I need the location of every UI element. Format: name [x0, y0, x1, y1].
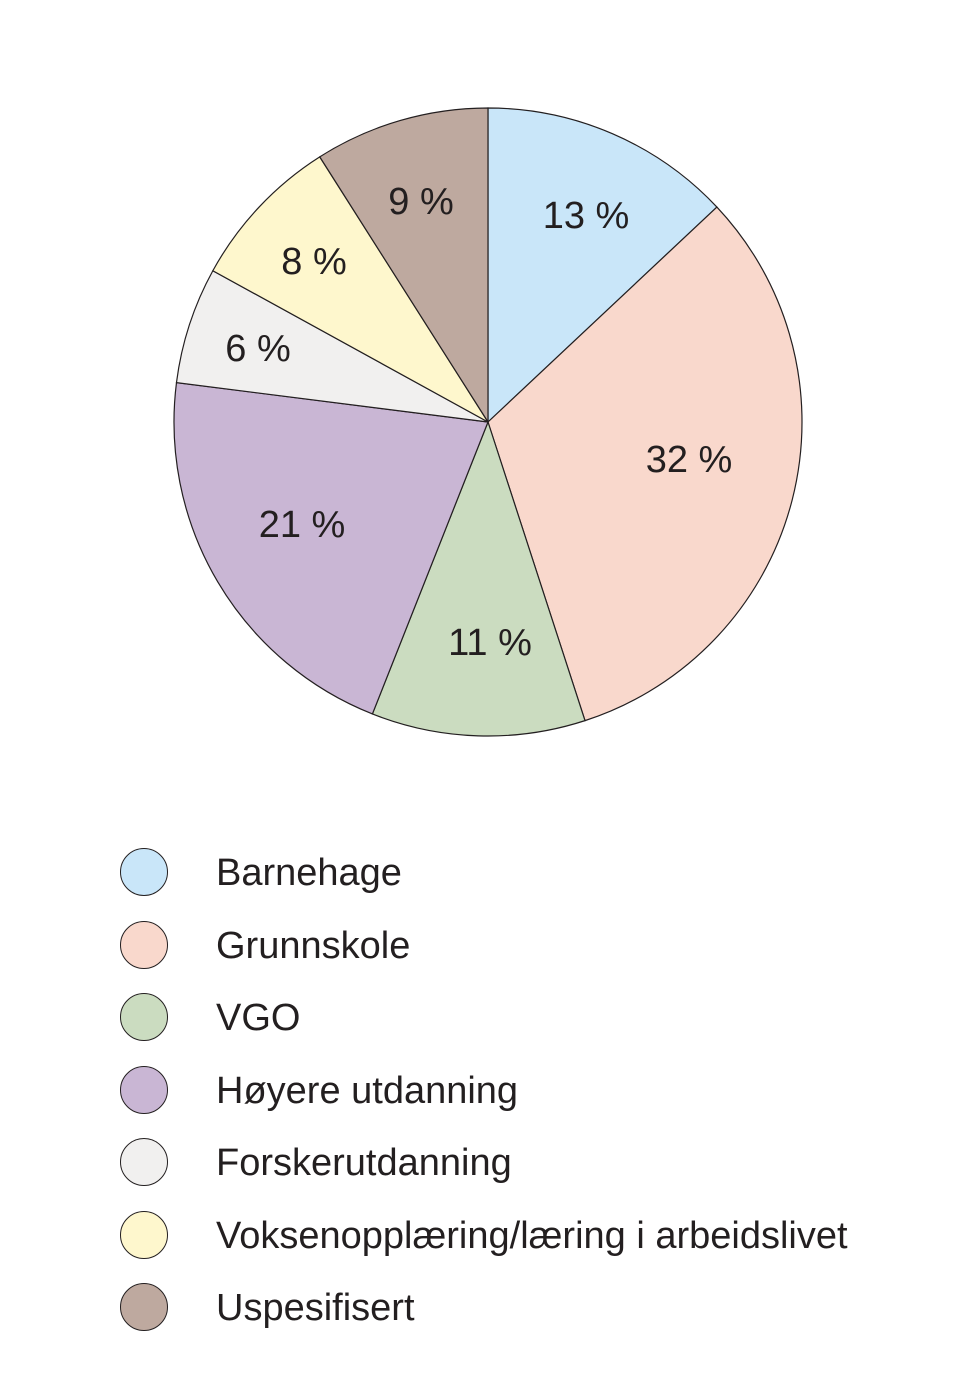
slice-value-label: 21 %: [259, 504, 346, 546]
legend-swatch: [120, 920, 168, 969]
pie-chart: 13 % 32 % 11 % 21 % 6 % 8 % 9 %: [173, 107, 803, 737]
legend-label: VGO: [216, 997, 301, 1039]
slice-value-label: 32 %: [646, 439, 733, 481]
legend-label: Grunnskole: [216, 924, 411, 967]
pie-slice: [487, 206, 803, 722]
pie-slice: [487, 107, 718, 424]
pie-slice: [318, 107, 489, 425]
legend-label: Voksenopplæring/læring i arbeidslivet: [216, 1214, 848, 1257]
legend-swatch: [120, 1283, 168, 1331]
legend-label: Barnehage: [216, 852, 402, 894]
slice-value-label: 13 %: [543, 195, 630, 237]
slice-value-label: 11 %: [448, 622, 532, 664]
legend-swatch: [120, 993, 168, 1041]
slice-value-label: 6 %: [225, 328, 290, 370]
legend-label: Forskerutdanning: [216, 1142, 512, 1184]
legend-label: Uspesifisert: [216, 1287, 415, 1329]
slice-value-label: 9 %: [388, 181, 453, 223]
legend-label: Høyere utdanning: [216, 1069, 519, 1112]
legend-swatch: [120, 848, 168, 896]
legend-swatch: [120, 1210, 168, 1259]
pie-slice: [175, 269, 489, 423]
pie-slice: [371, 420, 586, 737]
pie-slice: [173, 381, 489, 715]
slice-value-label: 8 %: [281, 241, 346, 283]
pie-slice: [212, 156, 489, 423]
legend-swatch: [120, 1065, 168, 1114]
legend-swatch: [120, 1138, 168, 1186]
